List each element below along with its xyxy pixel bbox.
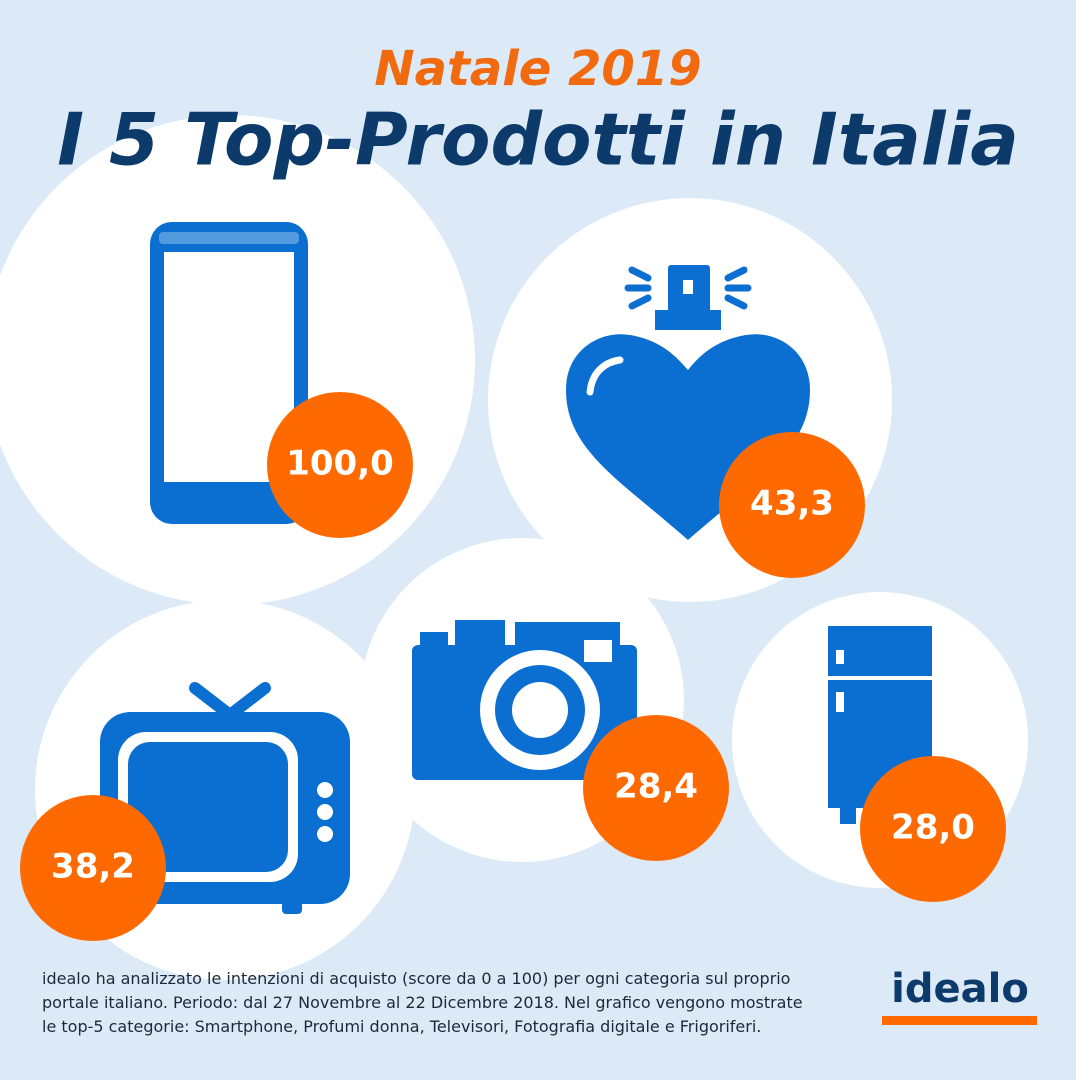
title: I 5 Top-Prodotti in Italia <box>57 98 1019 182</box>
icon-part <box>224 682 271 721</box>
footnote-line: le top-5 categorie: Smartphone, Profumi … <box>42 1017 761 1036</box>
icon-part <box>128 742 288 872</box>
icon-part <box>655 310 721 330</box>
icon-part <box>159 232 299 244</box>
icon-part <box>586 356 624 396</box>
score-badge <box>583 715 729 861</box>
icon-part <box>836 650 844 664</box>
score: 28,4 <box>614 767 698 807</box>
icon-part <box>624 266 752 310</box>
camera-icon <box>412 620 637 780</box>
perfume-icon <box>566 265 810 540</box>
score-badges <box>20 392 1006 941</box>
logo: idealo <box>891 966 1029 1012</box>
icon-part <box>836 692 844 712</box>
icon-part <box>724 266 748 282</box>
icon-part <box>282 898 302 914</box>
score-badge <box>719 432 865 578</box>
icon-part <box>724 294 748 310</box>
icon-part <box>455 620 505 647</box>
score-badge <box>860 756 1006 902</box>
score: 38,2 <box>51 847 135 887</box>
footnote-line: idealo ha analizzato le intenzioni di ac… <box>42 969 790 988</box>
icon-part <box>628 294 652 310</box>
icon-part <box>189 682 236 721</box>
logo-underline <box>882 1016 1037 1025</box>
score-badge <box>20 795 166 941</box>
score-badge <box>267 392 413 538</box>
icon-part <box>317 826 333 842</box>
score: 28,0 <box>891 808 975 848</box>
icon-part <box>683 280 693 294</box>
icon-part <box>512 682 568 738</box>
icon-part <box>840 806 856 824</box>
score: 100,0 <box>286 444 394 484</box>
icon-part <box>584 640 612 662</box>
icon-part <box>317 782 333 798</box>
icon-part <box>317 804 333 820</box>
score: 43,3 <box>750 484 834 524</box>
icon-part <box>628 266 652 282</box>
icon-part <box>566 334 810 540</box>
footnote-line: portale italiano. Periodo: dal 27 Novemb… <box>42 993 803 1012</box>
icon-part <box>420 632 448 647</box>
subtitle: Natale 2019 <box>374 41 701 97</box>
smartphone-icon <box>150 222 308 524</box>
